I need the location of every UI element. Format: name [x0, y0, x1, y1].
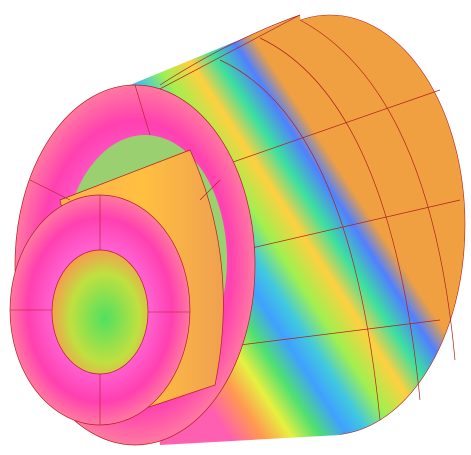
tube-hole — [51, 249, 149, 375]
ring-mesh — [10, 84, 221, 425]
